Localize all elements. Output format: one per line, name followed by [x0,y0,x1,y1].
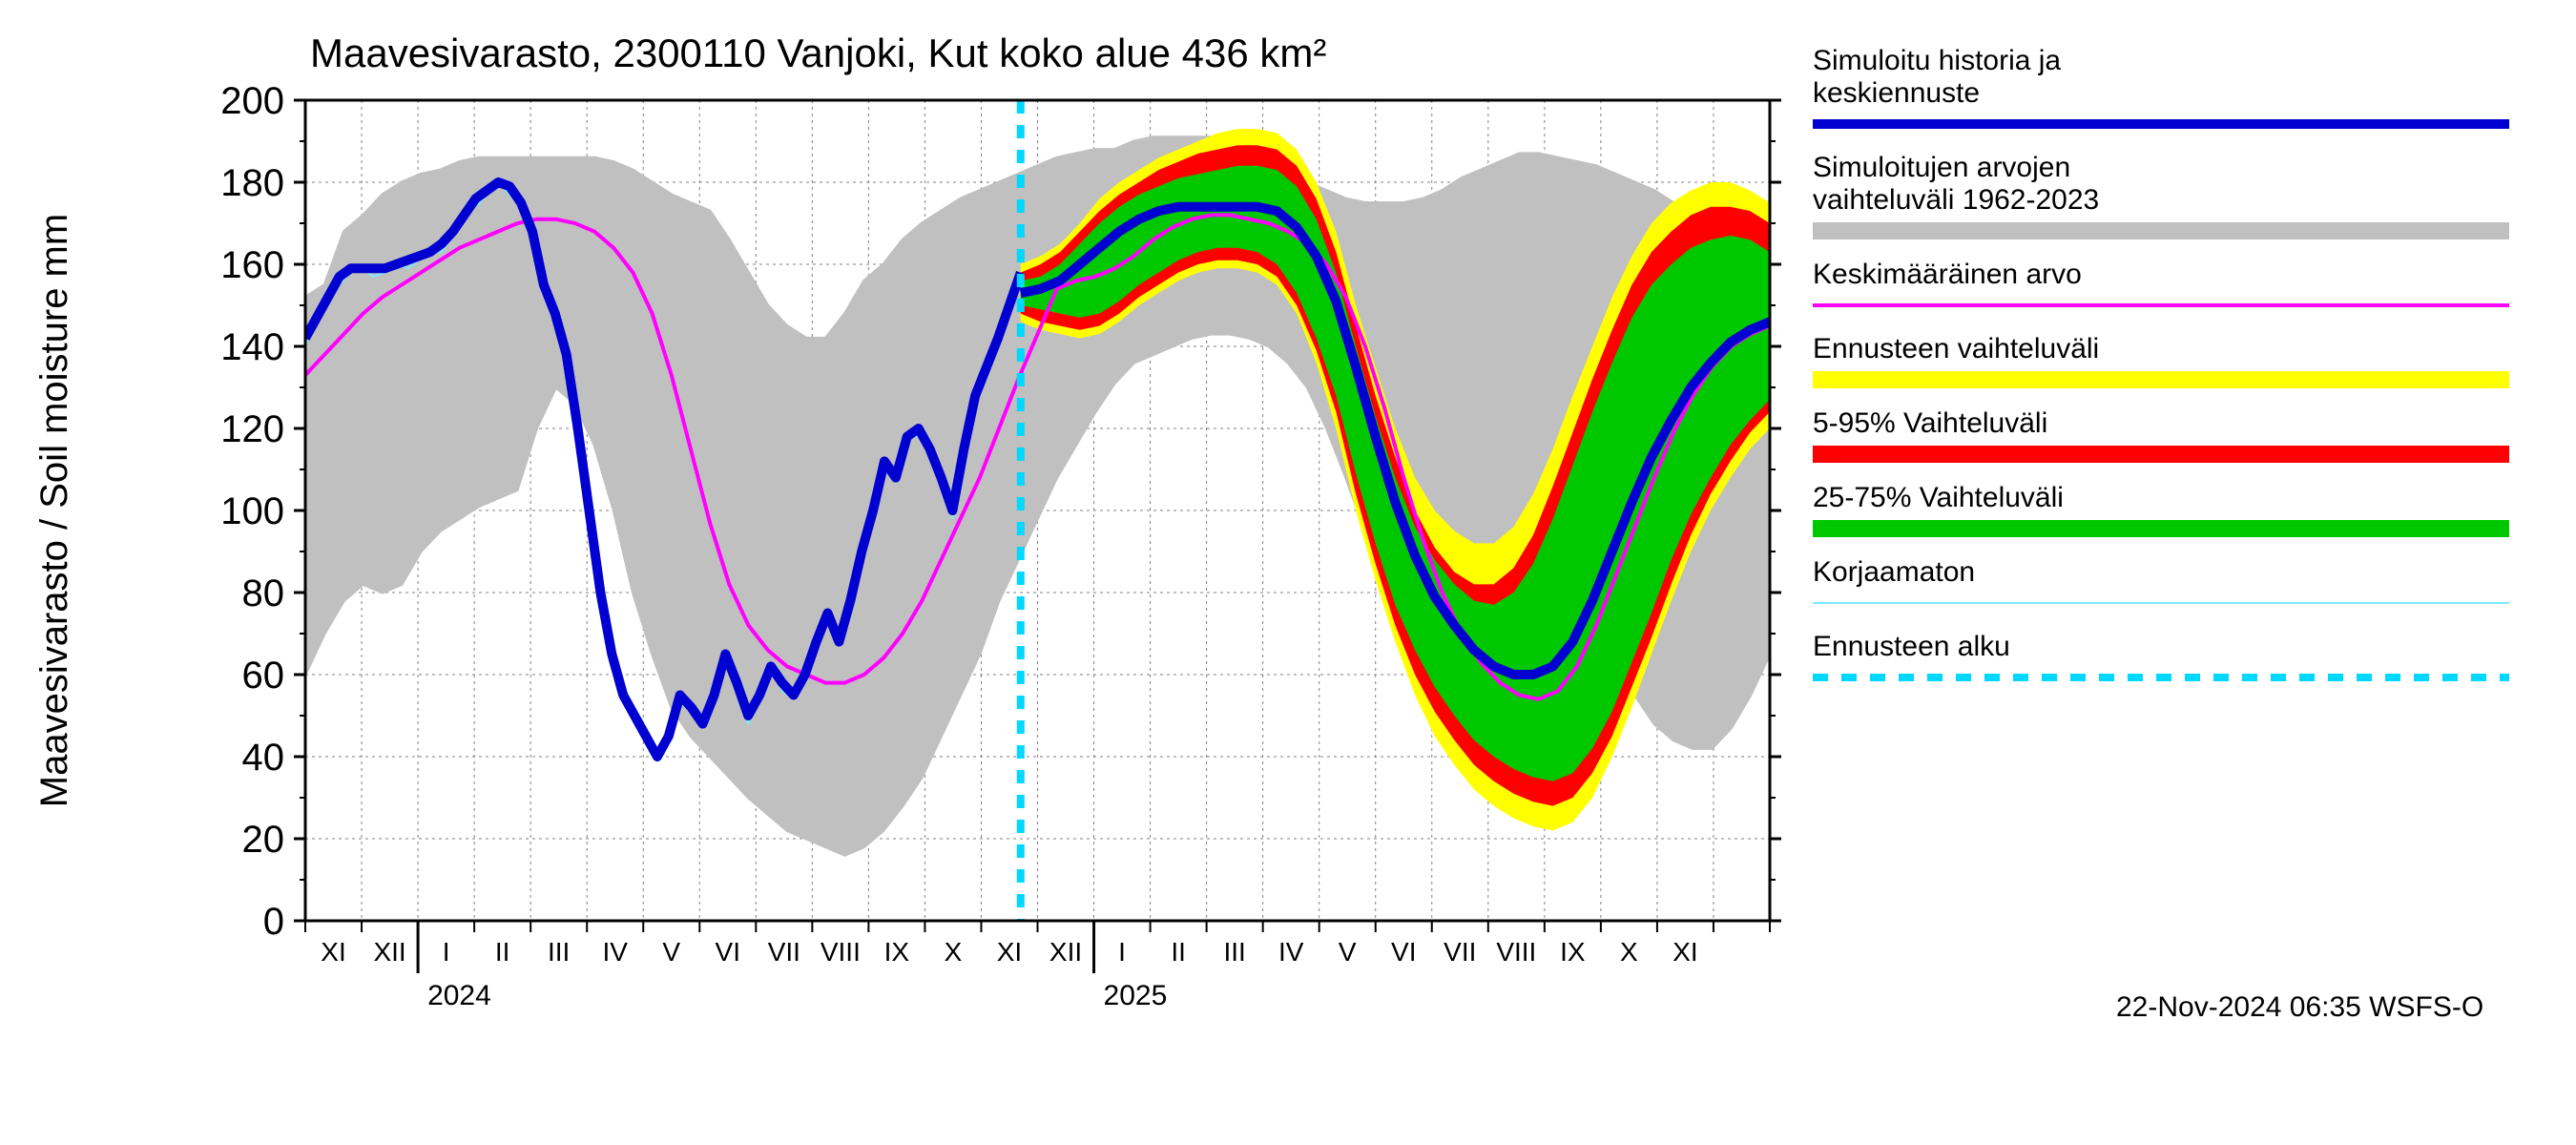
svg-text:VIII: VIII [1496,937,1536,967]
svg-text:Korjaamaton: Korjaamaton [1813,556,1975,588]
svg-text:IV: IV [1278,937,1304,967]
svg-text:60: 60 [242,655,285,697]
svg-text:VII: VII [1444,937,1476,967]
svg-text:XI: XI [1672,937,1697,967]
svg-text:120: 120 [220,408,284,450]
svg-text:XI: XI [997,937,1022,967]
svg-text:Simuloitu historia ja: Simuloitu historia ja [1813,45,2061,76]
svg-text:keskiennuste: keskiennuste [1813,77,1980,109]
svg-text:40: 40 [242,737,285,779]
svg-text:100: 100 [220,490,284,532]
svg-text:I: I [443,937,450,967]
svg-text:II: II [495,937,510,967]
svg-text:0: 0 [263,901,284,943]
svg-text:VI: VI [716,937,740,967]
svg-text:5-95% Vaihteluväli: 5-95% Vaihteluväli [1813,407,2047,439]
svg-text:Ennusteen vaihteluväli: Ennusteen vaihteluväli [1813,333,2099,364]
svg-text:22-Nov-2024 06:35 WSFS-O: 22-Nov-2024 06:35 WSFS-O [2116,991,2483,1023]
svg-text:140: 140 [220,326,284,368]
svg-text:Ennusteen alku: Ennusteen alku [1813,631,2010,662]
svg-text:III: III [1223,937,1245,967]
svg-text:Maavesivarasto / Soil moisture: Maavesivarasto / Soil moisture mm [33,214,75,807]
svg-text:IX: IX [884,937,910,967]
svg-text:25-75% Vaihteluväli: 25-75% Vaihteluväli [1813,482,2064,513]
svg-text:VIII: VIII [821,937,861,967]
svg-text:VI: VI [1391,937,1416,967]
svg-text:200: 200 [220,80,284,122]
svg-text:2024: 2024 [427,980,491,1011]
svg-text:XII: XII [1049,937,1082,967]
svg-text:XII: XII [373,937,405,967]
svg-text:Simuloitujen arvojen: Simuloitujen arvojen [1813,152,2070,183]
svg-text:I: I [1118,937,1126,967]
svg-text:V: V [662,937,680,967]
svg-text:X: X [945,937,963,967]
svg-text:V: V [1339,937,1357,967]
svg-text:180: 180 [220,162,284,204]
svg-text:X: X [1620,937,1638,967]
svg-text:VII: VII [768,937,800,967]
svg-text:IV: IV [602,937,628,967]
svg-text:2025: 2025 [1104,980,1168,1011]
svg-text:Maavesivarasto, 2300110 Vanjok: Maavesivarasto, 2300110 Vanjoki, Kut kok… [310,31,1326,75]
svg-text:160: 160 [220,244,284,286]
svg-text:IX: IX [1560,937,1586,967]
svg-text:II: II [1171,937,1186,967]
svg-text:XI: XI [321,937,345,967]
svg-text:III: III [548,937,570,967]
svg-text:Keskimääräinen arvo: Keskimääräinen arvo [1813,259,2082,290]
soil-moisture-chart: 020406080100120140160180200XIXIIIIIIIIIV… [0,0,2576,1145]
svg-text:vaihteluväli 1962-2023: vaihteluväli 1962-2023 [1813,184,2099,216]
svg-text:80: 80 [242,572,285,614]
svg-text:20: 20 [242,819,285,861]
